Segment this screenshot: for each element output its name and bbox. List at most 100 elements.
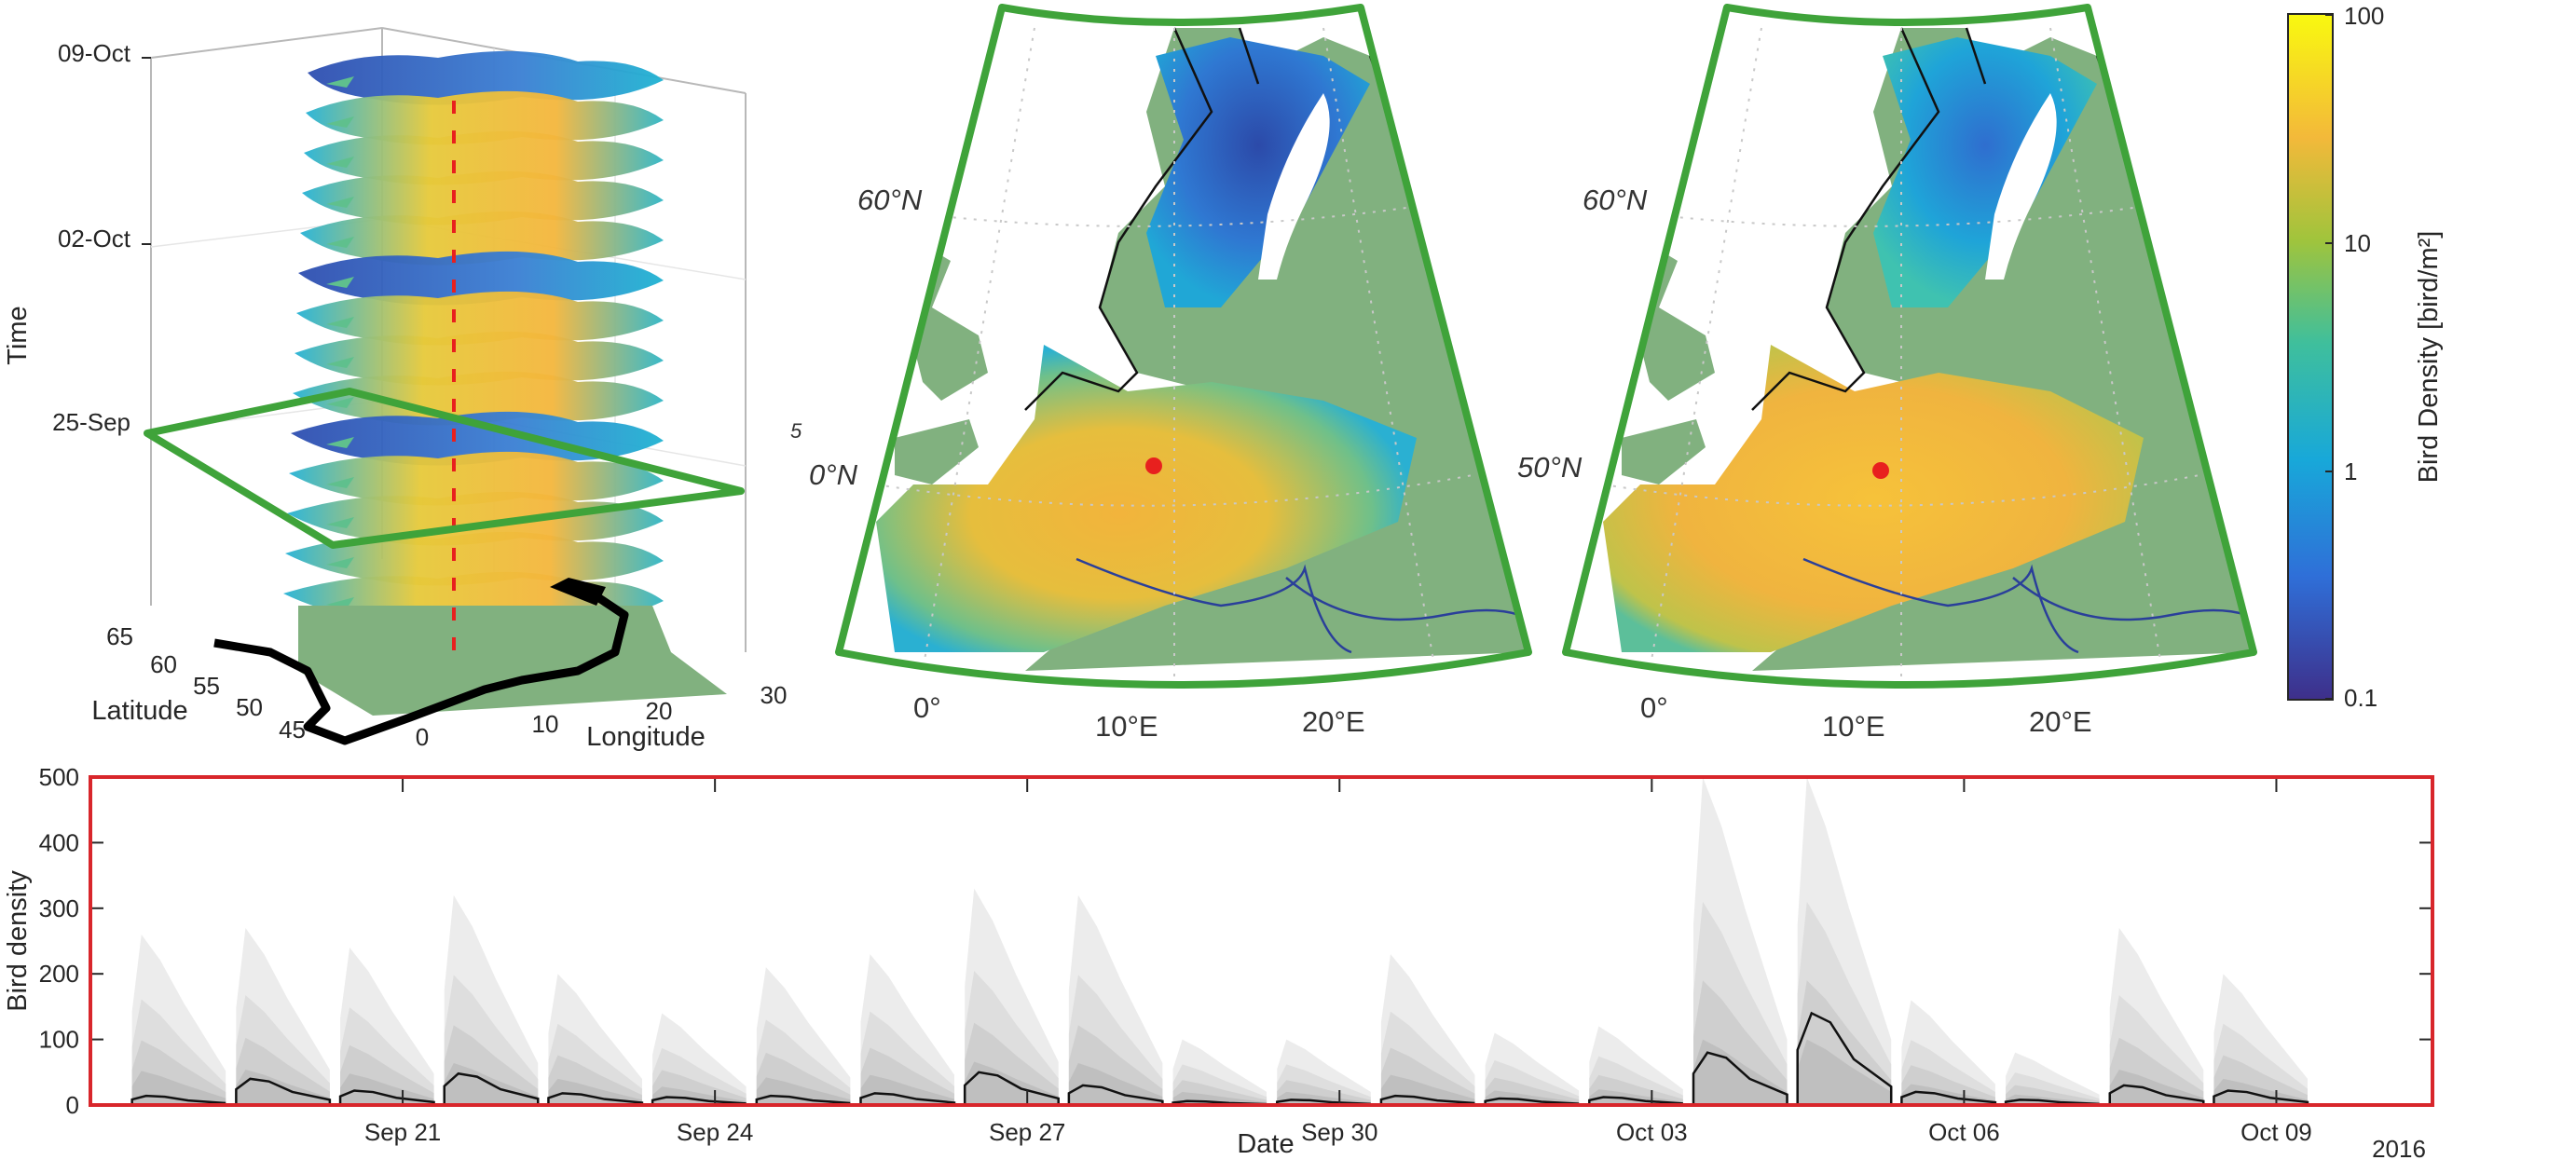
density-layer — [285, 531, 664, 586]
density-band — [2109, 1069, 2204, 1105]
median-line — [859, 1092, 956, 1104]
map-right: 60°N 50°N 0° 10°E 20°E — [1517, 4, 2257, 743]
y-tick-label: 100 — [39, 1026, 79, 1054]
density-layers-3d — [283, 50, 664, 626]
median-line — [1900, 1090, 1997, 1104]
density-layer — [296, 291, 664, 346]
lon-label: 20°E — [2029, 705, 2092, 738]
time-axis-label: Time — [3, 306, 33, 364]
density-band — [756, 1077, 851, 1105]
y-tick-label: 400 — [39, 828, 79, 856]
density-layer — [293, 371, 664, 426]
median-line — [235, 1077, 332, 1103]
y-tick-label: 0 — [66, 1091, 79, 1119]
y-tick-label: 500 — [39, 763, 79, 791]
density-band — [860, 1074, 955, 1105]
density-layer-fragment — [326, 437, 354, 448]
time-tick-label: 02-Oct — [58, 225, 131, 252]
median-line — [1796, 1011, 1893, 1103]
median-line — [1067, 1084, 1164, 1103]
latitude-axis-label: Latitude — [91, 696, 187, 726]
median-line — [547, 1092, 644, 1104]
density-layer — [289, 451, 664, 506]
density-layer-fragment — [326, 317, 354, 328]
x-tick-label: Sep 27 — [989, 1118, 1065, 1146]
density-layer-fragment — [326, 76, 354, 88]
y-tick-label: 200 — [39, 960, 79, 988]
density-layer-fragment — [326, 116, 354, 128]
ground-map-3d — [213, 578, 727, 745]
density-layer — [287, 491, 664, 546]
density-layer — [306, 90, 664, 145]
timeseries-frame — [89, 775, 2434, 1107]
density-band — [1068, 1062, 1163, 1105]
density-band — [1380, 1074, 1475, 1105]
median-line — [2213, 1089, 2309, 1104]
x-axis-label: Date — [1237, 1129, 1294, 1159]
density-band — [652, 1086, 747, 1105]
latitude-tick-label: 55 — [193, 672, 220, 700]
time-axis: 09-Oct 02-Oct 25-Sep Time — [3, 39, 151, 436]
density-layer-fragment — [326, 157, 354, 168]
median-line — [443, 1071, 540, 1103]
median-line — [338, 1089, 435, 1104]
map-left: 60°N 5 0°N 0° 10°E 20°E — [790, 4, 1532, 743]
x-tick-label: Oct 06 — [1928, 1118, 2000, 1146]
panel-3d-stack: 09-Oct 02-Oct 25-Sep Time 65 60 55 50 45… — [3, 27, 788, 752]
latitude-axis: 65 60 55 50 45 Latitude — [91, 622, 306, 744]
colorbar-tick-label: 100 — [2344, 2, 2384, 30]
longitude-tick-label: 0 — [416, 723, 429, 751]
year-label: 2016 — [2372, 1135, 2426, 1160]
colorbar-label: Bird Density [bird/m²] — [2414, 231, 2444, 484]
time-tick-label: 09-Oct — [58, 39, 131, 67]
density-layer — [302, 171, 664, 225]
density-layer-fragment — [326, 197, 354, 208]
location-marker — [1145, 457, 1162, 474]
x-tick-label: Sep 30 — [1301, 1118, 1377, 1146]
highlighted-time-slice — [144, 388, 745, 549]
lat-label: 0°N — [809, 458, 858, 491]
timeseries-panel: Sep 21 Sep 24 Sep 27 Sep 30 Oct 03 Oct 06 Oct … — [3, 763, 2434, 1160]
density-layer-fragment — [326, 277, 354, 288]
longitude-axis: 0 10 20 30 Longitude — [416, 681, 788, 752]
longitude-tick-label: 10 — [532, 710, 559, 738]
lat-label: 50°N — [1517, 451, 1583, 484]
lon-label: 0° — [1640, 691, 1668, 724]
density-band — [1797, 1039, 1892, 1105]
density-layer — [300, 211, 664, 266]
median-line — [1692, 1051, 1788, 1103]
colorbar: 100 10 1 0.1 Bird Density [bird/m²] — [2287, 2, 2444, 712]
longitude-tick-label: 20 — [646, 697, 673, 725]
density-band — [548, 1078, 642, 1105]
latitude-tick-label: 60 — [150, 650, 177, 678]
density-layer-fragment — [326, 237, 354, 248]
y-tick-label: 300 — [39, 894, 79, 922]
x-tick-label: Oct 09 — [2240, 1118, 2312, 1146]
lat-label: 60°N — [1583, 184, 1648, 216]
latitude-tick-label: 50 — [236, 693, 263, 721]
density-layer — [298, 251, 664, 306]
lon-label: 10°E — [1822, 710, 1885, 743]
density-layer — [308, 50, 664, 105]
x-tick-label: Sep 21 — [364, 1118, 441, 1146]
longitude-tick-label: 30 — [760, 681, 788, 709]
latitude-tick-label: 45 — [279, 716, 306, 744]
lat-label: 5 — [790, 419, 802, 443]
density-layer-fragment — [326, 477, 354, 488]
colorbar-tick-label: 10 — [2344, 229, 2371, 257]
median-line — [963, 1071, 1060, 1103]
y-axis-label: Bird density — [3, 870, 33, 1012]
density-layer-fragment — [326, 357, 354, 368]
density-band — [340, 1073, 434, 1105]
x-tick-label: Oct 03 — [1616, 1118, 1688, 1146]
colorbar-tick-label: 1 — [2344, 457, 2357, 485]
lon-label: 20°E — [1302, 705, 1365, 738]
median-line — [2108, 1084, 2205, 1103]
lon-label: 10°E — [1095, 710, 1158, 743]
density-layer — [295, 331, 664, 386]
density-layer-fragment — [326, 397, 354, 408]
lon-label: 0° — [913, 691, 941, 724]
density-layer-fragment — [326, 517, 354, 528]
density-layer-fragment — [326, 557, 354, 568]
